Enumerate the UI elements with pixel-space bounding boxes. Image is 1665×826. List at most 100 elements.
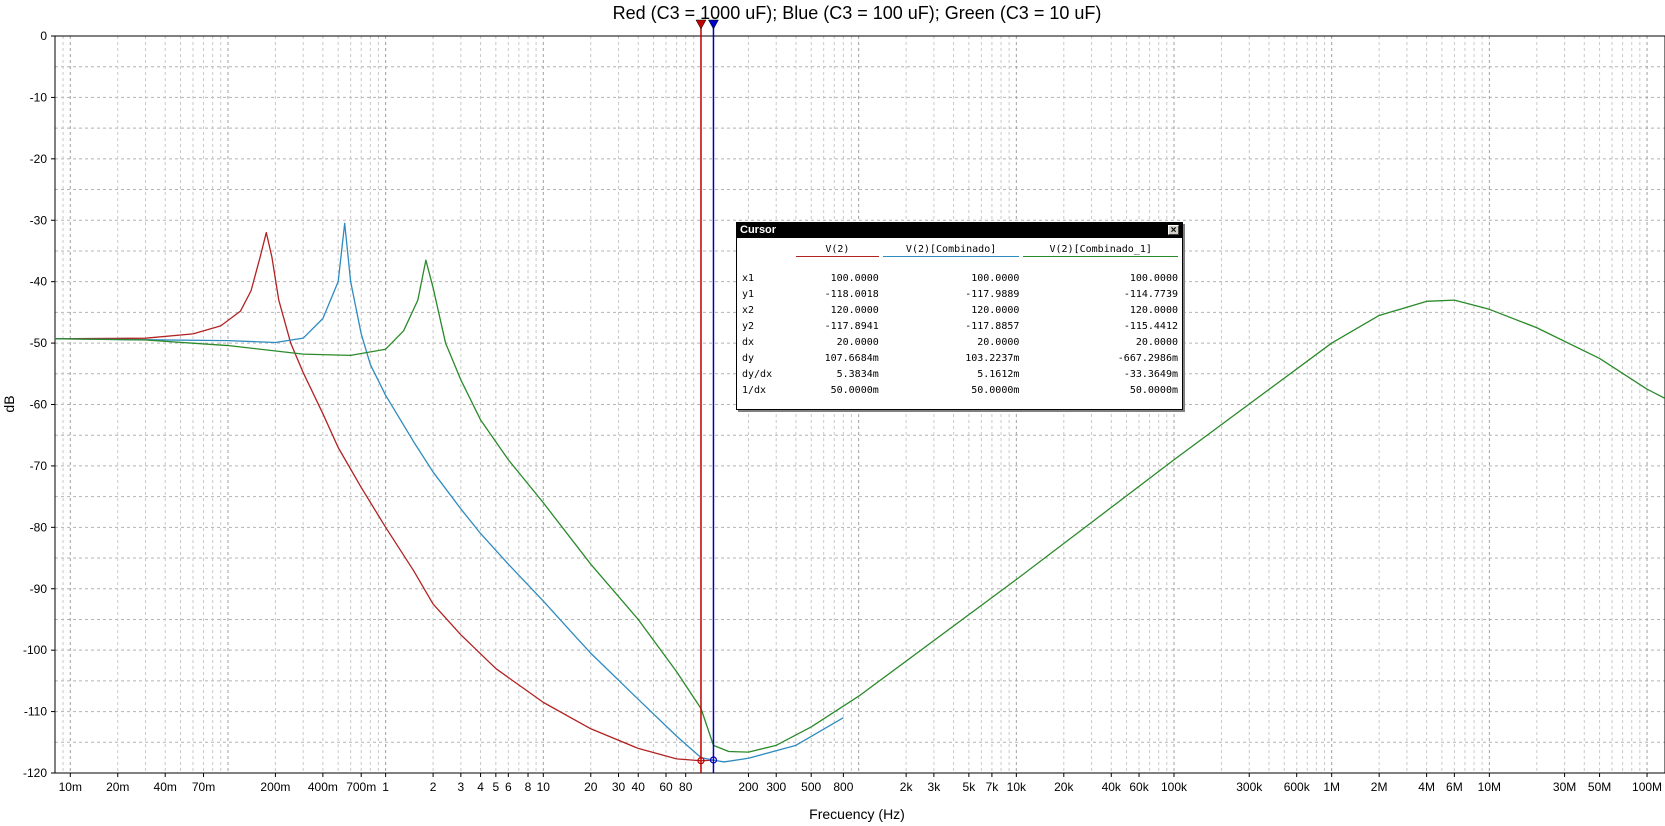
cursor-table-corner (740, 242, 794, 258)
y-tick-label: -110 (24, 705, 47, 719)
x-tick-label: 40k (1102, 780, 1122, 794)
series-line-2 (54, 222, 844, 763)
y-tick-label: -80 (30, 520, 48, 534)
column-label: V(2) (825, 243, 850, 255)
x-tick-label: 1M (1323, 780, 1340, 794)
cursor-row-value: 100.0000 (971, 272, 1020, 284)
x-tick-label: 400m (308, 780, 338, 794)
x-tick-label: 10m (59, 780, 82, 794)
cursor-column-header: V(2)[Combinado] (881, 242, 1022, 258)
x-tick-label: 100M (1632, 780, 1662, 794)
series-group (54, 222, 1665, 763)
cursor-row-value: 107.6684m (824, 352, 879, 364)
x-tick-label: 100k (1161, 780, 1188, 794)
cursor-row-label: dy (742, 352, 755, 364)
cursor-row-label: 1/dx (742, 384, 767, 396)
cursor-table: V(2) V(2)[Combinado] V(2)[Combinado_1] x… (740, 242, 1180, 398)
y-tick-label: -10 (30, 90, 48, 104)
x-tick-label: 30 (612, 780, 626, 794)
x-tick-label: 200m (260, 780, 290, 794)
column-color-line (882, 255, 1020, 257)
cursor-row-label: dy/dx (742, 368, 773, 380)
cursor-row-label: x2 (742, 304, 755, 316)
cursor-row-value: 20.0000 (836, 336, 879, 348)
y-tick-label: -50 (30, 336, 48, 350)
cursor-row-value: -667.2986m (1117, 352, 1178, 364)
x-tick-label: 800 (833, 780, 853, 794)
cursor-row-x2: x2 120.0000 120.0000 120.0000 (740, 302, 1180, 318)
x-tick-label: 2M (1371, 780, 1388, 794)
cursor-column-header: V(2)[Combinado_1] (1021, 242, 1180, 258)
cursor-row-label: dx (742, 336, 755, 348)
cursor-row-dy: dy 107.6684m 103.2237m -667.2986m (740, 350, 1180, 366)
chart-title: Red (C3 = 1000 uF); Blue (C3 = 100 uF); … (613, 3, 1102, 23)
x-tick-label: 30M (1553, 780, 1576, 794)
x-tick-label: 2k (900, 780, 914, 794)
x-tick-label: 4 (477, 780, 484, 794)
x-tick-label: 10k (1007, 780, 1027, 794)
x-tick-label: 5k (963, 780, 977, 794)
cursor-row-value: 50.0000m (971, 384, 1020, 396)
cursor-table-body: x1 100.0000 100.0000 100.0000 y1 -118.0018 -11… (740, 258, 1180, 398)
cursor-handle-icon[interactable] (708, 19, 719, 30)
cursor-marker (697, 757, 705, 765)
series-line-3 (54, 259, 1665, 753)
cursor-row-value: -117.8857 (965, 320, 1020, 332)
x-tick-label: 20k (1054, 780, 1074, 794)
cursor-row-value: 120.0000 (830, 304, 879, 316)
cursor-table-header: V(2) V(2)[Combinado] V(2)[Combinado_1] (740, 242, 1180, 258)
y-tick-label: -30 (30, 213, 48, 227)
cursor-row-value: 100.0000 (830, 272, 879, 284)
cursor-row-value: 50.0000m (1129, 384, 1178, 396)
cursor-row-value: -115.4412 (1123, 320, 1178, 332)
cursor-titlebar[interactable]: Cursor × (737, 223, 1182, 238)
cursor-row-value: 100.0000 (1129, 272, 1178, 284)
x-tick-label: 60k (1129, 780, 1149, 794)
y-tick-label: 0 (40, 29, 47, 43)
x-tick-label: 4M (1418, 780, 1435, 794)
x-tick-label: 600k (1284, 780, 1311, 794)
x-tick-label: 500 (801, 780, 821, 794)
cursor-column-header: V(2) (794, 242, 881, 258)
cursor-handle-icon[interactable] (695, 19, 707, 30)
cursor-row-value: 20.0000 (977, 336, 1020, 348)
column-label: V(2)[Combinado_1] (1049, 243, 1152, 255)
column-color-line (1023, 255, 1178, 257)
x-tick-label: 200 (738, 780, 758, 794)
cursor-row-value: -117.9889 (965, 288, 1020, 300)
x-tick-label: 300k (1236, 780, 1263, 794)
cursor-window-title: Cursor (740, 224, 777, 236)
cursor-group[interactable] (695, 19, 719, 773)
y-tick-labels: 0 -10 -20 -30 -40 -50 -60 -70 -80 -90 -100 -110 -120 (23, 29, 55, 780)
series-line-1 (54, 231, 714, 762)
x-tick-label: 70m (192, 780, 215, 794)
close-icon[interactable]: × (1168, 225, 1179, 236)
cursor-row-x1: x1 100.0000 100.0000 100.0000 (740, 270, 1180, 286)
y-tick-label: -120 (23, 766, 47, 780)
x-tick-label: 80 (679, 780, 693, 794)
cursor-window[interactable]: Cursor × V(2) V(2)[Combinado] V(2)[Combi… (736, 222, 1183, 410)
column-color-line (796, 255, 879, 257)
x-axis-label: Frecuency (Hz) (809, 806, 905, 822)
cursor-row-value: -114.7739 (1123, 288, 1178, 300)
cursor-row-value: 5.1612m (977, 368, 1020, 380)
cursor-row-label: x1 (742, 272, 755, 284)
x-tick-label: 8 (525, 780, 532, 794)
x-tick-label: 3 (458, 780, 465, 794)
y-tick-label: -100 (23, 643, 47, 657)
cursor-row-dx: dx 20.0000 20.0000 20.0000 (740, 334, 1180, 350)
y-tick-label: -40 (30, 275, 48, 289)
x-tick-label: 10 (537, 780, 551, 794)
cursor-row-value: 50.0000m (830, 384, 879, 396)
x-tick-label: 300 (766, 780, 786, 794)
x-tick-labels: 10m 20m 40m 70m 200m 400m 700m 1 2 3 4 5 6 8 10 20 30 40 6… (59, 773, 1662, 794)
y-tick-label: -20 (30, 152, 48, 166)
x-tick-label: 20 (584, 780, 598, 794)
cursor-row-value: -117.8941 (824, 320, 879, 332)
x-tick-label: 60 (659, 780, 673, 794)
x-tick-label: 1 (382, 780, 389, 794)
cursor-row-value: 120.0000 (1129, 304, 1178, 316)
column-label: V(2)[Combinado] (905, 243, 997, 255)
y-axis-label: dB (1, 395, 17, 412)
